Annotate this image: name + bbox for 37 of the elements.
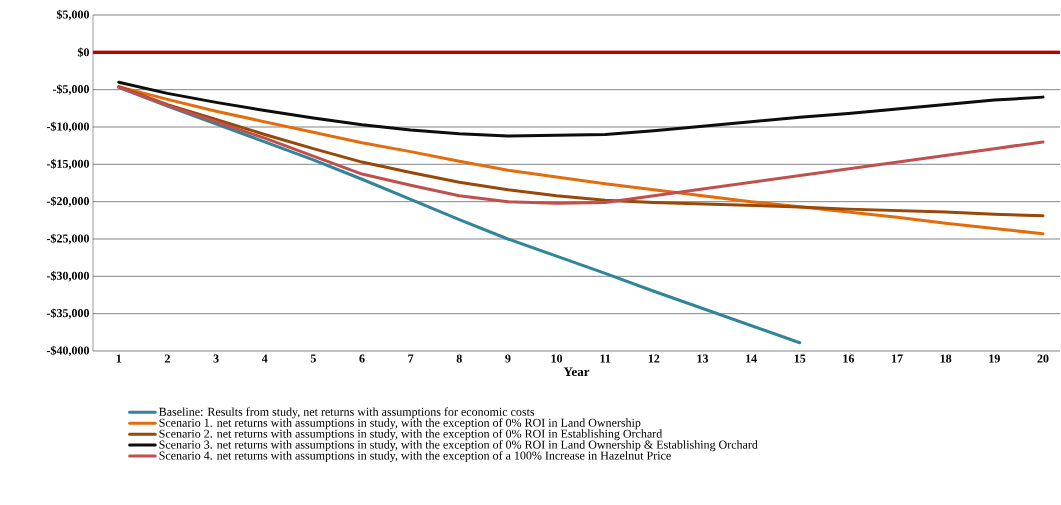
x-tick-label: 3 xyxy=(213,354,219,363)
y-tick-label: $5,000 xyxy=(56,9,90,21)
x-tick-label: 13 xyxy=(697,354,709,363)
x-axis-title: Year xyxy=(563,367,590,377)
legend-label: Scenario 3. net returns with assumptions in study, with the exception of 0% ROI in Land Ownership & Establishing Orchard xyxy=(159,440,758,452)
y-tick-label: -$20,000 xyxy=(46,196,90,207)
x-tick-label: 9 xyxy=(505,354,511,363)
y-tick-label: -$15,000 xyxy=(46,159,90,170)
x-tick-label: 12 xyxy=(648,354,660,363)
x-tick-label: 1 xyxy=(116,354,122,363)
x-tick-label: 7 xyxy=(408,354,414,363)
y-tick-label: -$30,000 xyxy=(46,271,90,282)
x-tick-label: 6 xyxy=(359,354,365,363)
x-tick-label: 11 xyxy=(600,354,611,363)
y-tick-label: $0 xyxy=(77,47,90,58)
x-tick-label: 14 xyxy=(746,354,757,363)
legend-label: Scenario 1. net returns with assumptions in study, with the exception of 0% ROI in Land Ownership xyxy=(159,418,641,430)
x-tick-label: 2 xyxy=(164,354,170,363)
x-tick-label: 4 xyxy=(261,354,268,363)
legend-label: Scenario 2. net returns with assumptions in study, with the exception of 0% ROI in Establishing Orchard xyxy=(159,429,663,441)
x-tick-label: 10 xyxy=(551,354,563,363)
x-tick-label: 8 xyxy=(456,354,462,363)
y-tick-label: -$5,000 xyxy=(52,84,90,95)
x-tick-label: 15 xyxy=(794,354,806,363)
x-tick-label: 16 xyxy=(843,354,855,363)
x-tick-label: 5 xyxy=(310,354,316,363)
y-tick-label: -$10,000 xyxy=(46,121,90,133)
y-tick-label: -$35,000 xyxy=(46,308,90,319)
x-tick-label: 17 xyxy=(892,354,903,363)
y-tick-label: -$25,000 xyxy=(46,233,90,245)
legend-label: Baseline: Results from study, net returns with assumptions for economic costs xyxy=(159,407,535,419)
y-tick-label: -$40,000 xyxy=(46,345,90,357)
legend-label: Scenario 4. net returns with assumptions in study, with the exception of a 100% Increase in Hazelnut Price xyxy=(159,451,671,463)
x-tick-label: 19 xyxy=(989,354,1000,363)
line-series xyxy=(117,80,1045,138)
x-tick-label: 20 xyxy=(1037,354,1049,363)
x-tick-label: 18 xyxy=(940,354,952,363)
